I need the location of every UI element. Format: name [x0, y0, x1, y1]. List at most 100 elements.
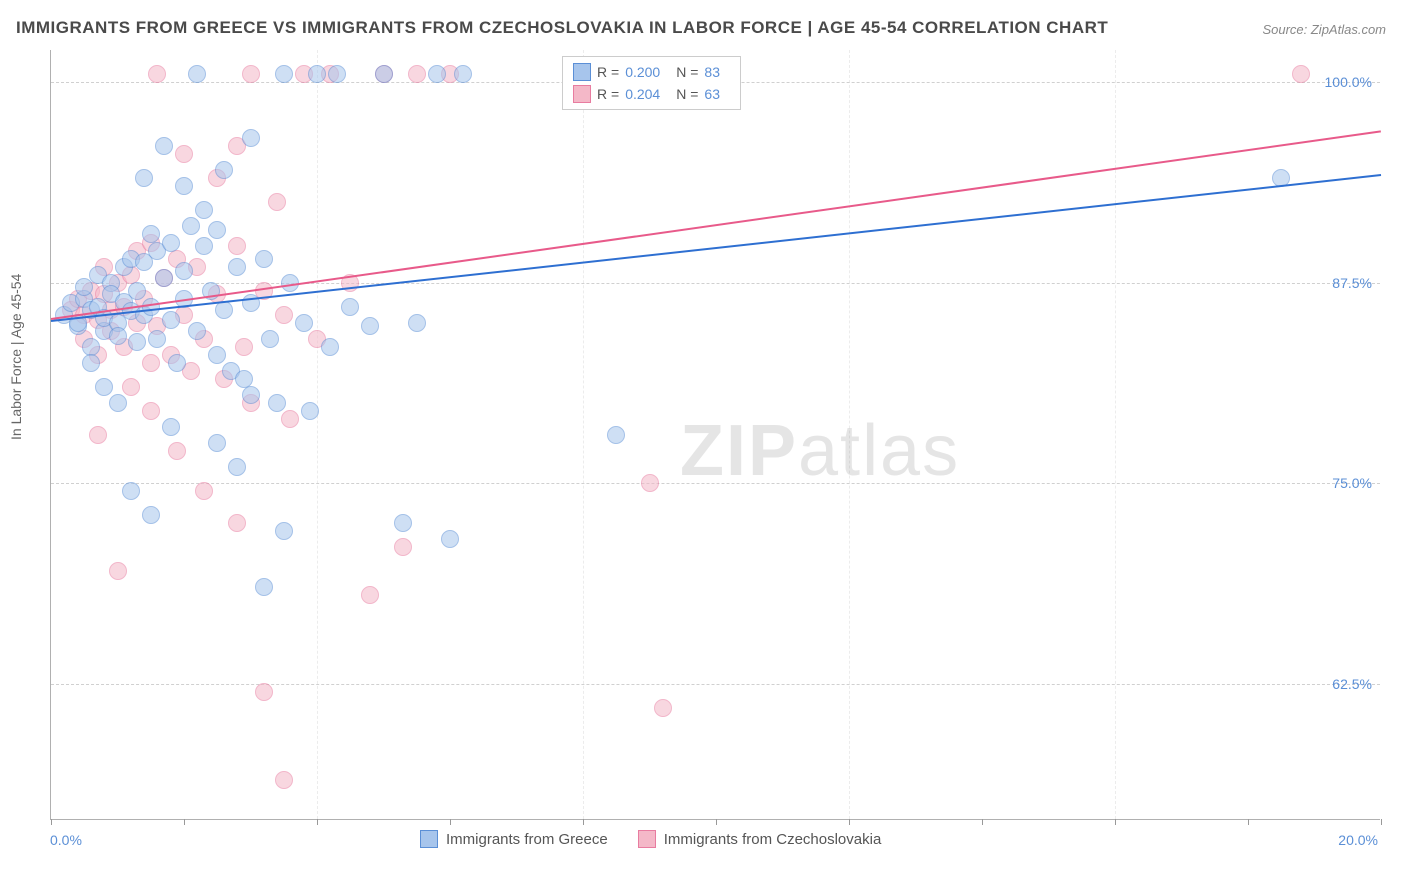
legend-row-greece: R = 0.200 N = 83	[573, 61, 730, 83]
data-point	[281, 410, 299, 428]
data-point	[255, 250, 273, 268]
data-point	[215, 161, 233, 179]
data-point	[235, 338, 253, 356]
data-point	[195, 482, 213, 500]
data-point	[275, 771, 293, 789]
gridline-h	[51, 684, 1380, 685]
x-tick	[1381, 819, 1382, 825]
x-tick	[317, 819, 318, 825]
swatch-czech-bottom	[638, 830, 656, 848]
x-tick	[51, 819, 52, 825]
data-point	[408, 65, 426, 83]
data-point	[301, 402, 319, 420]
data-point	[188, 65, 206, 83]
data-point	[168, 442, 186, 460]
n-label: N =	[676, 86, 698, 102]
data-point	[361, 317, 379, 335]
y-axis-label: In Labor Force | Age 45-54	[8, 274, 24, 440]
data-point	[128, 282, 146, 300]
data-point	[155, 137, 173, 155]
data-point	[228, 237, 246, 255]
trend-line	[51, 130, 1381, 320]
legend-item-czech: Immigrants from Czechoslovakia	[638, 830, 882, 848]
trend-line	[51, 174, 1381, 322]
r-value-greece: 0.200	[625, 64, 660, 80]
y-tick-label: 62.5%	[1332, 676, 1372, 692]
data-point	[242, 65, 260, 83]
gridline-v	[317, 50, 318, 819]
chart-title: IMMIGRANTS FROM GREECE VS IMMIGRANTS FRO…	[16, 18, 1108, 38]
data-point	[321, 338, 339, 356]
swatch-czech	[573, 85, 591, 103]
data-point	[441, 530, 459, 548]
x-tick-min: 0.0%	[50, 832, 82, 848]
data-point	[394, 514, 412, 532]
data-point	[275, 522, 293, 540]
data-point	[375, 65, 393, 83]
x-tick	[450, 819, 451, 825]
data-point	[162, 418, 180, 436]
data-point	[361, 586, 379, 604]
data-point	[242, 129, 260, 147]
r-label: R =	[597, 64, 619, 80]
x-tick	[849, 819, 850, 825]
data-point	[275, 306, 293, 324]
gridline-v	[1115, 50, 1116, 819]
gridline-v	[849, 50, 850, 819]
data-point	[162, 311, 180, 329]
data-point	[255, 683, 273, 701]
data-point	[148, 65, 166, 83]
swatch-greece	[573, 63, 591, 81]
data-point	[208, 221, 226, 239]
data-point	[261, 330, 279, 348]
y-tick-label: 75.0%	[1332, 475, 1372, 491]
data-point	[175, 145, 193, 163]
data-point	[128, 333, 146, 351]
data-point	[195, 237, 213, 255]
swatch-greece-bottom	[420, 830, 438, 848]
data-point	[195, 201, 213, 219]
data-point	[162, 234, 180, 252]
data-point	[208, 346, 226, 364]
x-tick	[716, 819, 717, 825]
data-point	[175, 262, 193, 280]
x-tick	[184, 819, 185, 825]
data-point	[295, 314, 313, 332]
legend-row-czech: R = 0.204 N = 63	[573, 83, 730, 105]
data-point	[142, 354, 160, 372]
gridline-h	[51, 283, 1380, 284]
chart-plot-area: 62.5%75.0%87.5%100.0%	[50, 50, 1380, 820]
source-attribution: Source: ZipAtlas.com	[1262, 22, 1386, 37]
data-point	[268, 193, 286, 211]
legend-label-greece: Immigrants from Greece	[446, 831, 608, 848]
x-tick-max: 20.0%	[1338, 832, 1378, 848]
data-point	[428, 65, 446, 83]
r-label: R =	[597, 86, 619, 102]
data-point	[109, 327, 127, 345]
data-point	[148, 330, 166, 348]
x-tick	[1115, 819, 1116, 825]
data-point	[208, 434, 226, 452]
r-value-czech: 0.204	[625, 86, 660, 102]
data-point	[607, 426, 625, 444]
data-point	[109, 562, 127, 580]
data-point	[242, 386, 260, 404]
n-value-czech: 63	[704, 86, 720, 102]
data-point	[654, 699, 672, 717]
data-point	[268, 394, 286, 412]
data-point	[82, 354, 100, 372]
data-point	[328, 65, 346, 83]
data-point	[122, 482, 140, 500]
data-point	[641, 474, 659, 492]
n-value-greece: 83	[704, 64, 720, 80]
data-point	[454, 65, 472, 83]
data-point	[188, 322, 206, 340]
data-point	[142, 506, 160, 524]
data-point	[408, 314, 426, 332]
data-point	[182, 217, 200, 235]
data-point	[89, 426, 107, 444]
data-point	[175, 177, 193, 195]
data-point	[341, 298, 359, 316]
x-tick	[1248, 819, 1249, 825]
series-legend: Immigrants from Greece Immigrants from C…	[420, 830, 881, 848]
